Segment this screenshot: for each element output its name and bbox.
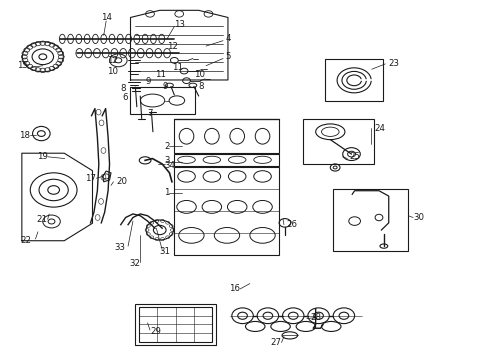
Text: 7: 7 [147,109,152,118]
Text: 31: 31 [160,247,171,256]
Text: 12: 12 [167,41,178,50]
Text: 30: 30 [413,213,424,222]
Bar [174,154,279,166]
Text: 28: 28 [311,313,322,322]
Text: 29: 29 [150,327,161,336]
Text: 11: 11 [172,63,183,72]
Text: 1: 1 [164,188,170,197]
Text: 18: 18 [19,131,30,140]
Text: 3: 3 [164,156,170,165]
Bar [303,119,374,164]
Text: 11: 11 [155,70,166,79]
Bar [174,167,279,255]
Bar [129,87,196,114]
Text: 12: 12 [107,56,118,65]
Text: 19: 19 [37,152,48,161]
Bar [135,304,216,345]
Text: 33: 33 [115,243,125,252]
Text: 9: 9 [162,82,168,91]
Text: 10: 10 [194,70,205,79]
Text: 14: 14 [100,13,112,22]
Text: 24: 24 [374,124,385,133]
Text: 15: 15 [17,61,28,70]
Text: 8: 8 [199,82,204,91]
Text: 34: 34 [165,161,175,170]
Text: 5: 5 [225,52,231,61]
Text: 8: 8 [120,84,125,93]
Text: 27: 27 [270,338,282,347]
Text: 20: 20 [116,177,127,186]
Bar [139,307,212,342]
Text: 16: 16 [229,284,240,293]
Text: 10: 10 [107,67,118,76]
Text: 2: 2 [164,141,170,150]
Text: 32: 32 [129,260,140,269]
Bar [325,59,383,102]
Text: 6: 6 [122,93,128,102]
Text: 13: 13 [174,20,185,29]
Text: 17: 17 [85,174,97,183]
Bar [333,189,408,251]
Bar [174,119,279,153]
Text: 9: 9 [145,77,150,86]
Text: 22: 22 [21,236,31,245]
Text: 4: 4 [225,35,231,44]
Text: 21: 21 [37,215,48,224]
Text: 25: 25 [350,152,361,161]
Text: 26: 26 [287,220,297,229]
Text: 23: 23 [389,59,400,68]
